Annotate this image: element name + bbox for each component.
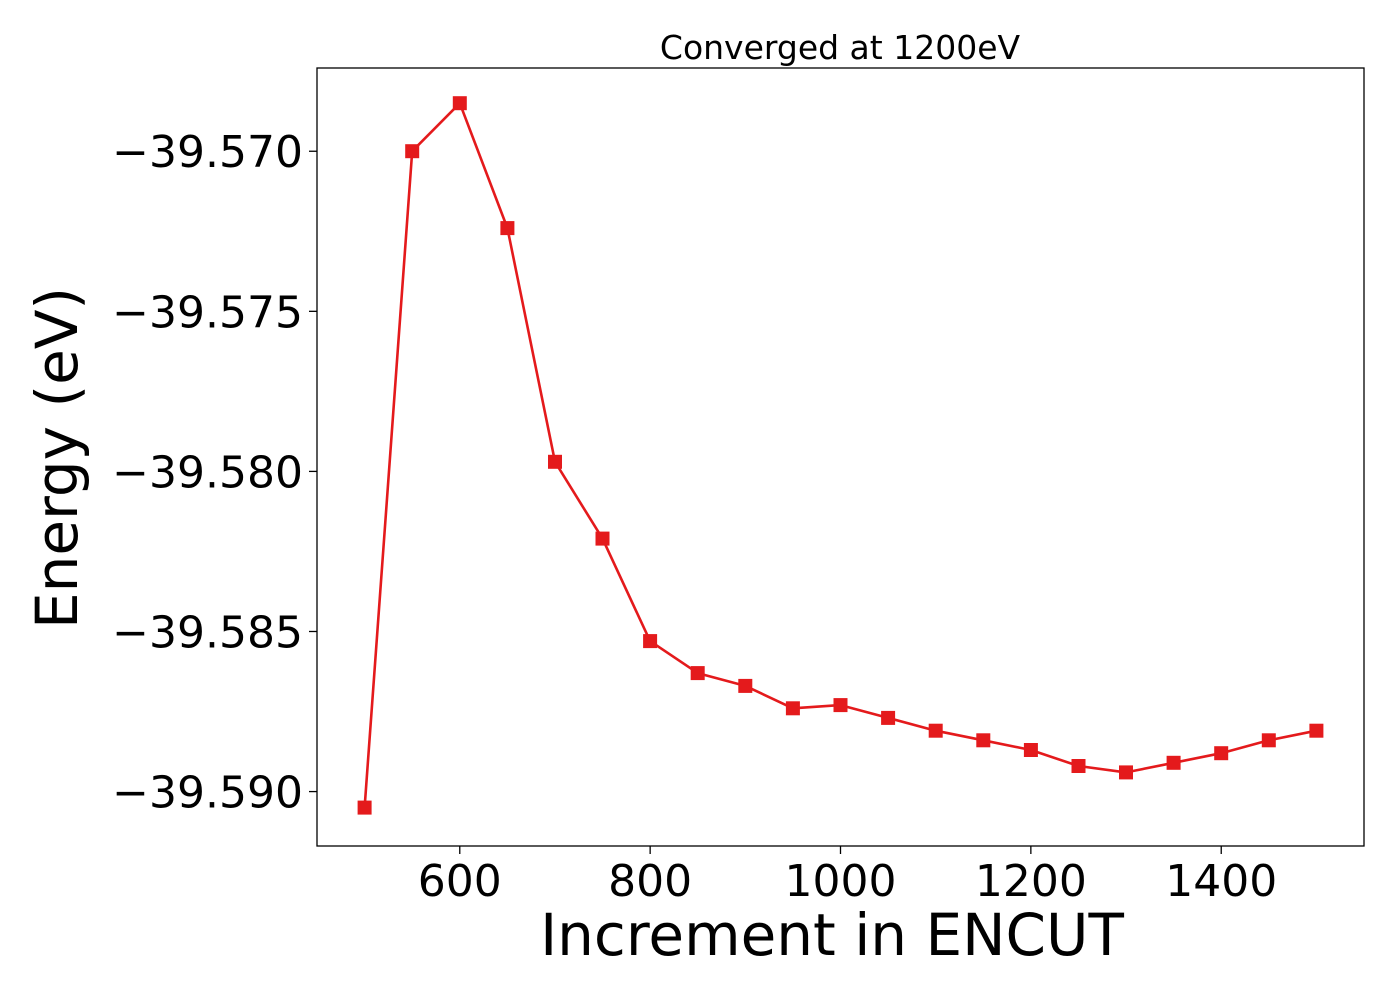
data-point-marker <box>595 531 610 546</box>
data-point-marker <box>1166 755 1181 770</box>
x-axis-label: Increment in ENCUT <box>540 901 1124 969</box>
y-axis-ticks: −39.570 −39.575 −39.580 −39.585 −39.590 <box>112 127 317 819</box>
series-layer <box>357 96 1324 815</box>
data-point-marker <box>1023 743 1038 757</box>
data-point-marker <box>1119 765 1133 780</box>
y-tick-label: −39.580 <box>112 447 303 498</box>
x-tick-label: 600 <box>418 856 502 907</box>
data-point-marker <box>976 733 991 748</box>
data-point-marker <box>833 698 848 713</box>
x-axis-ticks: 600 800 1000 1200 1400 <box>418 846 1277 907</box>
data-point-marker <box>643 634 658 649</box>
data-point-marker <box>738 678 753 693</box>
data-point-marker <box>881 710 896 725</box>
plot-frame <box>316 67 1365 847</box>
x-tick-label: 1200 <box>975 856 1087 907</box>
data-point-marker <box>928 723 943 738</box>
data-point-marker <box>785 701 800 716</box>
data-point-marker <box>1261 733 1276 748</box>
data-point-marker <box>357 800 372 815</box>
data-point-marker <box>690 666 705 681</box>
data-point-marker <box>405 144 420 159</box>
y-tick-label: −39.585 <box>112 607 303 658</box>
chart-title: Converged at 1200eV <box>660 28 1021 67</box>
data-point-marker <box>1214 746 1229 761</box>
data-point-marker <box>1071 759 1086 773</box>
y-axis-label: Energy (eV) <box>23 287 91 629</box>
data-point-marker <box>1309 723 1324 738</box>
y-tick-label: −39.590 <box>112 768 303 819</box>
x-tick-label: 1000 <box>785 856 897 907</box>
y-tick-label: −39.575 <box>112 287 303 338</box>
data-point-marker <box>548 454 562 469</box>
data-point-marker <box>452 96 467 111</box>
x-tick-label: 800 <box>608 856 692 907</box>
x-tick-label: 1400 <box>1165 856 1277 907</box>
y-tick-label: −39.570 <box>112 127 303 178</box>
data-point-marker <box>500 221 515 236</box>
